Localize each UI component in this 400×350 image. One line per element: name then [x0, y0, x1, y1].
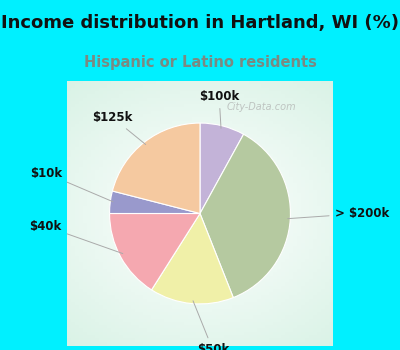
Text: City-Data.com: City-Data.com: [226, 102, 296, 112]
Wedge shape: [200, 123, 244, 214]
Wedge shape: [110, 214, 200, 290]
Text: > $200k: > $200k: [288, 207, 389, 220]
Wedge shape: [152, 214, 233, 304]
Wedge shape: [112, 123, 200, 214]
Text: $10k: $10k: [30, 167, 113, 202]
Text: $40k: $40k: [30, 220, 123, 254]
Wedge shape: [200, 134, 290, 298]
Wedge shape: [110, 191, 200, 214]
Text: Income distribution in Hartland, WI (%): Income distribution in Hartland, WI (%): [1, 14, 399, 32]
Text: $50k: $50k: [193, 301, 229, 350]
Text: $100k: $100k: [199, 90, 239, 128]
Text: Hispanic or Latino residents: Hispanic or Latino residents: [84, 55, 316, 70]
Text: $125k: $125k: [92, 111, 146, 145]
